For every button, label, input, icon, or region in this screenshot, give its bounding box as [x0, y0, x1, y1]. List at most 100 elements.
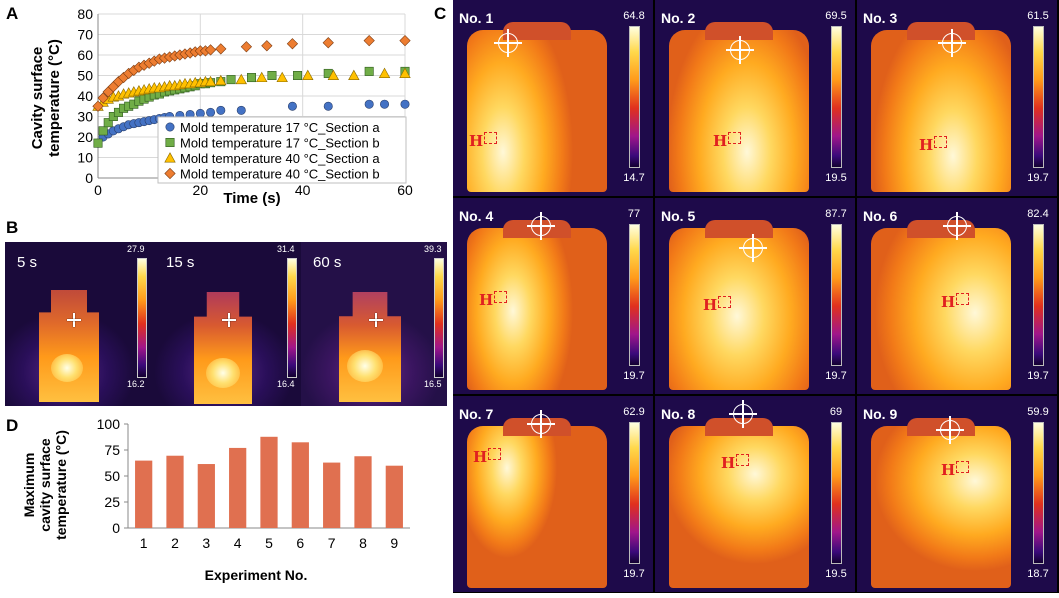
color-scale-bar	[287, 258, 297, 378]
color-scale-bar	[831, 26, 842, 168]
hotspot-marker-letter: H	[469, 132, 484, 150]
hotspot-box	[956, 293, 970, 305]
y-tick-label: 100	[97, 416, 121, 432]
y-tick-label: 50	[104, 468, 120, 484]
data-point-circle	[380, 99, 390, 109]
scale-min: 19.7	[1027, 370, 1049, 382]
panel-a-scatter-chart: 0 10 20 30 40 50 60 70 80 0 20 40 60 Mold temperatur…	[0, 0, 420, 215]
color-scale-bar	[1033, 224, 1044, 366]
mold-top	[907, 22, 975, 40]
legend-entry-label: Mold temperature 17 °C_Section a	[180, 120, 380, 135]
x-tick-label: 60	[397, 182, 413, 198]
data-point-square	[247, 73, 257, 83]
hotspot-marker: H	[941, 461, 970, 479]
scale-max: 77	[627, 208, 641, 220]
color-scale-bar	[629, 26, 640, 168]
scale-min: 16.4	[277, 379, 295, 389]
scale-max: 59.9	[1027, 406, 1049, 418]
x-tick-label: 3	[202, 535, 210, 551]
mold-top	[503, 22, 571, 40]
color-scale-bar	[1033, 422, 1044, 564]
color-scale-bar	[629, 224, 640, 366]
hotspot-box	[934, 136, 948, 148]
hot-spot	[347, 350, 383, 382]
bar-experiment-1	[135, 460, 153, 528]
data-point-diamond	[164, 167, 176, 180]
data-point-triangle	[204, 75, 217, 87]
experiment-label: No. 8	[661, 406, 696, 422]
mold-part	[669, 228, 809, 390]
time-label: 15 s	[166, 254, 195, 271]
scale-min: 19.7	[825, 370, 847, 382]
legend-entry-label: Mold temperature 40 °C_Section a	[180, 151, 380, 166]
bar-experiment-6	[291, 442, 309, 528]
hotspot-box	[494, 291, 508, 303]
color-scale-bar	[831, 224, 842, 366]
mold-part	[871, 228, 1011, 390]
data-point-square	[364, 66, 374, 76]
thermal-image-7: H No. 7 62.9 19.7	[453, 396, 653, 592]
hotspot-marker: H	[479, 291, 508, 309]
hotspot-marker: H	[469, 132, 498, 150]
bar-experiment-7	[323, 462, 341, 528]
hotspot-box	[718, 296, 732, 308]
data-point-circle	[323, 101, 333, 111]
data-point-triangle	[215, 74, 227, 86]
data-point-triangle	[399, 67, 411, 78]
series-layer	[92, 35, 411, 148]
scale-max: 69.5	[825, 10, 847, 22]
scale-min: 19.7	[623, 568, 645, 580]
data-point-diamond	[215, 43, 227, 55]
thermal-image-5: H No. 5 87.7 19.7	[655, 198, 855, 394]
y-axis-label-line1: Maximum	[21, 453, 37, 518]
thermal-image-4: H No. 4 77 19.7	[453, 198, 653, 394]
hotspot-box	[736, 454, 750, 466]
panel-label-d: D	[6, 416, 19, 435]
experiment-label: No. 4	[459, 208, 494, 224]
panel-c-thermal-grid: H No. 1 64.8 14.7 H No. 2 69.5 19.5 H No. 3 61.5 19…	[453, 0, 1059, 593]
experiment-label: No. 2	[661, 10, 696, 26]
thermal-image-1: H No. 1 64.8 14.7	[453, 0, 653, 196]
hotspot-marker-letter: H	[919, 136, 934, 154]
data-point-triangle	[164, 152, 176, 163]
bar-experiment-3	[197, 464, 215, 528]
experiment-label: No. 9	[863, 406, 898, 422]
mold-part	[871, 426, 1011, 588]
scale-max: 27.9	[127, 244, 145, 254]
y-axis-label-line2: temperature (°C)	[46, 39, 63, 157]
mold-part	[39, 290, 99, 402]
hotspot-marker: H	[919, 136, 948, 154]
mold-top	[705, 418, 773, 436]
data-point-circle	[195, 108, 205, 118]
scale-min: 14.7	[623, 172, 645, 184]
data-point-triangle	[235, 73, 247, 85]
scale-max: 82.4	[1027, 208, 1049, 220]
data-point-square	[226, 75, 236, 85]
bar-chart-svg: 0 25 50 75 100 1 2 3 4 5 6 7 8 9 Maximum cavity surfa…	[21, 416, 410, 583]
legend-entry-label: Mold temperature 17 °C_Section b	[180, 136, 380, 151]
hotspot-marker: H	[703, 296, 732, 314]
data-point-diamond	[97, 92, 109, 104]
data-point-triangle	[302, 69, 314, 80]
mold-top	[705, 220, 773, 238]
thermal-image-8: H No. 8 69 19.5	[655, 396, 855, 592]
hot-spot	[51, 354, 83, 382]
hotspot-marker-letter: H	[473, 448, 488, 466]
data-point-diamond	[286, 38, 299, 50]
y-tick-label: 30	[77, 109, 93, 125]
hotspot-marker-letter: H	[941, 461, 956, 479]
scale-min: 18.7	[1027, 568, 1049, 580]
crosshair-icon	[739, 234, 767, 262]
color-scale-bar	[137, 258, 147, 378]
scale-max: 69	[829, 406, 843, 418]
data-point-circle	[364, 99, 374, 109]
series-4	[92, 35, 411, 112]
hotspot-box	[728, 132, 742, 144]
panel-b-thermal-sequence: 5 s 27.9 16.2 15 s 31.4 16.4 60 s 39.3 1…	[5, 242, 447, 406]
experiment-label: No. 1	[459, 10, 494, 26]
data-point-square	[267, 71, 277, 81]
mold-part	[871, 30, 1011, 192]
bars-layer	[135, 436, 403, 528]
panel-label-a: A	[6, 4, 19, 23]
